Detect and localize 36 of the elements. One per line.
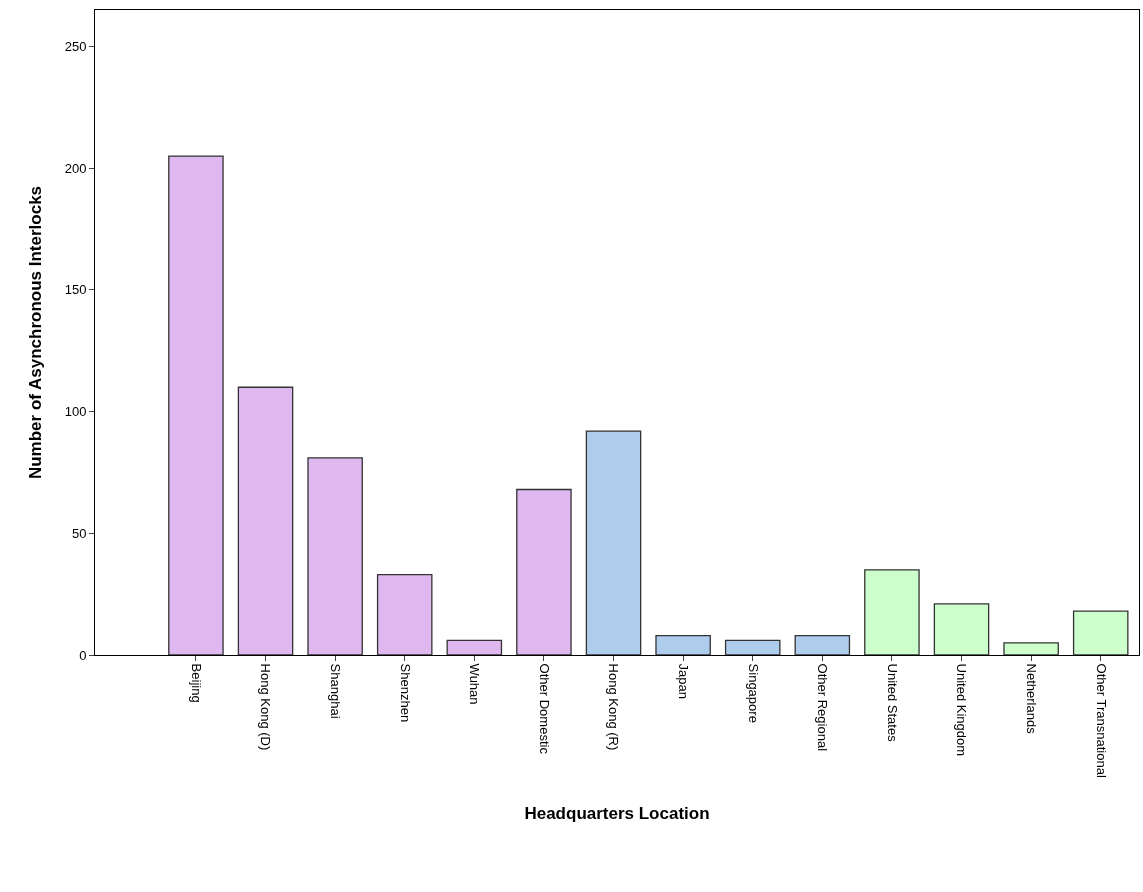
bar [933, 603, 990, 655]
y-tick-label: 0 [79, 647, 87, 663]
bar [446, 639, 503, 655]
bar [794, 634, 851, 655]
y-tick-label: 150 [64, 282, 87, 298]
bar [516, 488, 572, 655]
bar [1072, 610, 1129, 655]
bar [864, 569, 920, 655]
x-tick-label: Beijing [188, 663, 204, 703]
x-tick-label: Other Transnational [1093, 663, 1109, 778]
x-tick-label: Singapore [745, 663, 761, 723]
bar [237, 386, 294, 655]
bar [376, 574, 433, 655]
y-tick-label: 100 [64, 404, 87, 420]
x-tick-label: Hong Kong (R) [606, 663, 622, 751]
x-tick-label: Shanghai [327, 663, 343, 719]
y-axis-title: Number of Asynchronous Interlocks [26, 185, 46, 480]
bar [724, 639, 781, 655]
y-tick-label: 250 [64, 39, 87, 55]
x-tick-label: Other Domestic [536, 663, 552, 755]
x-tick-label: Wuhan [467, 663, 483, 705]
x-tick-label: Netherlands [1023, 663, 1039, 735]
bar [1003, 642, 1059, 655]
bar [307, 457, 363, 655]
x-tick-label: Hong Kong (D) [258, 663, 274, 751]
x-tick-label: United States [884, 663, 900, 743]
bar [168, 155, 224, 655]
y-tick-label: 200 [64, 160, 87, 176]
x-tick-label: Other Regional [815, 663, 831, 752]
x-tick-label: United Kingdom [954, 663, 970, 757]
x-tick-label: Japan [675, 663, 691, 700]
bar [655, 634, 711, 655]
x-tick-label: Shenzhen [397, 663, 413, 723]
x-axis-title: Headquarters Location [524, 804, 710, 824]
bar [585, 430, 642, 655]
y-tick-label: 50 [71, 525, 87, 541]
